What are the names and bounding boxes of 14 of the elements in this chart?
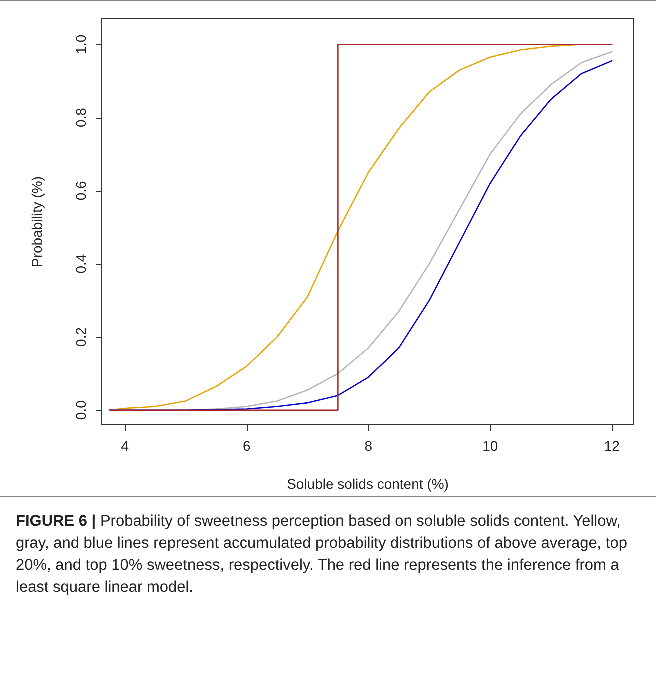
y-tick-label: 1.0 bbox=[73, 34, 89, 54]
y-tick-label: 0.6 bbox=[73, 180, 89, 201]
x-tick-label: 12 bbox=[604, 438, 620, 454]
y-tick-label: 0.8 bbox=[73, 108, 89, 128]
x-tick-label: 6 bbox=[242, 438, 251, 454]
y-axis-title: Probability (%) bbox=[29, 176, 45, 268]
y-tick-label: 0.0 bbox=[73, 400, 89, 420]
x-axis-title: Soluble solids content (%) bbox=[287, 476, 449, 492]
y-tick-label: 0.2 bbox=[73, 327, 89, 347]
caption: FIGURE 6 | Probability of sweetness perception based on soluble solids content. Yellow, gray, and blue lines represent accumulated probability distributions of above average, top 20%, and top 10% sweetness, respectively. The red line represents the inference from a least square linear model. bbox=[16, 512, 628, 598]
x-tick-label: 4 bbox=[121, 438, 130, 454]
x-tick-label: 10 bbox=[482, 438, 498, 454]
x-tick-label: 8 bbox=[364, 438, 373, 454]
y-tick-label: 0.4 bbox=[73, 254, 89, 274]
